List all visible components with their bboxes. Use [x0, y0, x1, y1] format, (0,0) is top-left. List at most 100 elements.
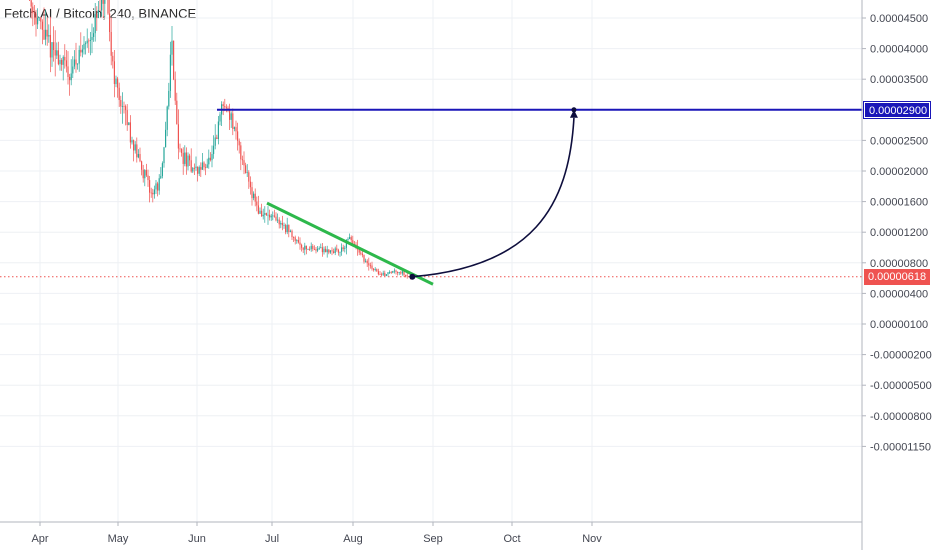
candle-body — [134, 144, 136, 151]
candle-body — [168, 90, 170, 107]
candle-body — [257, 205, 259, 214]
candle-body — [384, 272, 386, 276]
candle-body — [115, 78, 117, 85]
candle-body — [145, 170, 147, 176]
candle-body — [209, 157, 211, 161]
candle-body — [65, 60, 67, 67]
candle-body — [43, 29, 45, 40]
candle-body — [189, 155, 191, 161]
candle-body — [253, 193, 255, 199]
projection-arc — [412, 117, 575, 278]
candle-body — [104, 0, 106, 4]
candle-body — [158, 178, 160, 191]
candle-body — [93, 33, 95, 37]
candle-body — [225, 107, 227, 109]
candle-body — [177, 124, 179, 149]
y-tick-label: -0.00001150 — [870, 441, 931, 453]
candle-body — [37, 17, 39, 25]
candle-body — [382, 272, 384, 275]
candle-body — [166, 106, 168, 130]
candle-body — [144, 170, 146, 179]
candle-body — [254, 193, 256, 202]
candle-body — [328, 249, 330, 253]
candle-body — [80, 49, 82, 53]
candle-body — [321, 247, 323, 253]
candle-body — [200, 167, 202, 170]
candle-body — [334, 248, 336, 253]
candle-body — [365, 260, 367, 262]
x-tick-label: Aug — [343, 533, 363, 545]
candle-body — [142, 169, 144, 179]
candle-body — [185, 152, 187, 167]
candle-body — [333, 251, 335, 253]
candle-body — [153, 189, 155, 195]
candle-body — [405, 275, 407, 276]
candle-body — [165, 129, 167, 148]
y-tick-label: 0.00004500 — [870, 13, 928, 25]
candle-body — [238, 140, 240, 146]
candle-body — [401, 271, 403, 274]
y-tick-label: -0.00000800 — [870, 411, 932, 423]
candle-body — [69, 76, 71, 81]
candle-body — [310, 245, 312, 250]
candle-body — [307, 249, 309, 250]
y-tick-label: 0.00001200 — [870, 227, 928, 239]
candle-body — [88, 40, 90, 42]
arc-end-point — [571, 107, 577, 113]
candle-body — [259, 210, 261, 214]
candle-body — [294, 237, 296, 241]
candle-body — [198, 167, 200, 174]
candle-body — [81, 49, 83, 53]
candle-body — [229, 109, 231, 120]
candle-body — [395, 270, 397, 272]
candle-body — [181, 149, 183, 153]
candle-body — [256, 201, 258, 206]
candle-body — [293, 237, 295, 238]
candle-body — [358, 249, 360, 253]
candle-body — [232, 113, 234, 129]
y-tick-label: -0.00000500 — [870, 380, 932, 392]
candle-body — [91, 36, 93, 41]
candle-body — [137, 153, 139, 158]
candle-body — [325, 248, 327, 253]
candle-body — [32, 6, 34, 13]
candle-body — [217, 121, 219, 139]
candle-body — [101, 0, 103, 11]
candle-body — [118, 87, 120, 101]
arc-start-point — [409, 273, 416, 280]
candle-body — [203, 162, 205, 168]
candle-body — [317, 248, 319, 251]
candle-body — [56, 50, 58, 56]
candle-body — [48, 35, 50, 37]
drawings[interactable] — [0, 107, 862, 286]
candle-body — [150, 192, 152, 194]
candle-body — [94, 14, 96, 34]
candle-body — [374, 269, 376, 271]
candle-body — [305, 245, 307, 250]
candle-body — [233, 127, 235, 129]
target-price-tag: 0.00002900 — [863, 100, 931, 119]
candle-body — [347, 238, 349, 241]
y-tick-label: 0.00000800 — [870, 258, 928, 270]
candle-body — [216, 137, 218, 139]
candle-body — [187, 155, 189, 167]
candle-body — [161, 163, 163, 177]
candle-body — [45, 29, 47, 40]
candle-body — [77, 63, 79, 65]
candle-body — [323, 248, 325, 253]
candle-body — [57, 50, 59, 65]
candle-body — [385, 274, 387, 276]
candle-body — [275, 216, 277, 221]
candle-body — [121, 106, 123, 107]
candle-body — [59, 60, 61, 65]
candle-body — [179, 148, 181, 150]
candle-body — [349, 237, 351, 239]
candle-body — [113, 61, 115, 85]
y-tick-label: 0.00002000 — [870, 166, 928, 178]
candle-body — [173, 40, 175, 80]
candle-body — [371, 265, 373, 269]
candle-body — [278, 219, 280, 225]
candle-body — [97, 10, 99, 18]
